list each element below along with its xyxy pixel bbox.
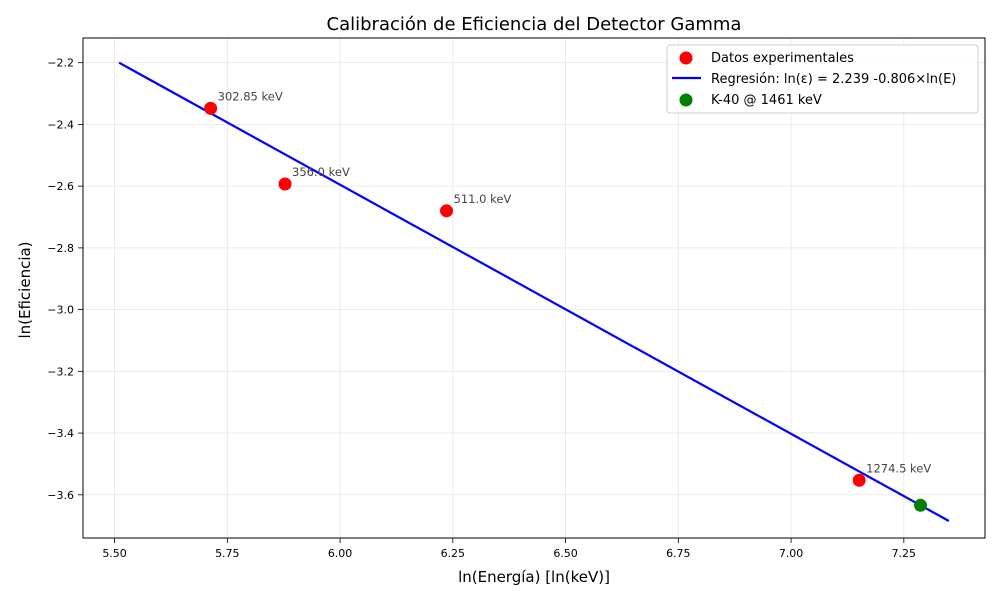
data-point <box>440 204 454 218</box>
annotations-layer: 302.85 keV 356.0 keV 511.0 keV 1274.5 keV <box>218 89 932 475</box>
plot-frame <box>82 37 986 539</box>
y-tick-label: −3.6 <box>47 489 74 502</box>
y-axis-label: ln(Eficiencia) <box>16 241 34 338</box>
legend-label-experimental: Datos experimentales <box>711 51 854 66</box>
y-tick-label: −2.4 <box>47 118 74 131</box>
points-layer <box>204 101 928 512</box>
point-annotation: 1274.5 keV <box>866 461 931 475</box>
ticks-layer: 5.50 5.75 6.00 6.25 6.50 6.75 7.00 7.25 −2.2 −2.4… <box>47 57 916 560</box>
x-tick-label: 7.25 <box>892 547 917 560</box>
legend-marker-experimental <box>679 51 693 65</box>
point-annotation: 356.0 keV <box>292 165 350 179</box>
legend-box <box>666 44 979 114</box>
x-tick-label: 6.00 <box>328 547 353 560</box>
x-tick-label: 5.50 <box>102 547 127 560</box>
data-point <box>278 177 292 191</box>
x-tick-label: 6.75 <box>666 547 691 560</box>
regression-line <box>118 61 950 522</box>
legend-label-k40: K-40 @ 1461 keV <box>711 93 822 108</box>
x-axis-label: ln(Energía) [ln(keV)] <box>458 568 610 586</box>
data-point <box>204 101 218 115</box>
legend: Datos experimentales Regresión: ln(ε) = … <box>666 44 979 114</box>
y-tick-label: −2.8 <box>47 242 74 255</box>
k40-point <box>914 498 928 512</box>
chart-title: Calibración de Eficiencia del Detector G… <box>327 14 742 35</box>
x-tick-label: 6.25 <box>441 547 466 560</box>
data-point <box>852 473 866 487</box>
x-tick-label: 5.75 <box>215 547 240 560</box>
regression-layer <box>118 61 950 522</box>
x-tick-label: 6.50 <box>553 547 578 560</box>
x-tick-label: 7.00 <box>779 547 804 560</box>
y-tick-label: −2.6 <box>47 180 74 193</box>
y-tick-label: −3.2 <box>47 365 74 378</box>
legend-marker-k40 <box>679 93 693 107</box>
y-tick-label: −3.4 <box>47 427 74 440</box>
point-annotation: 302.85 keV <box>218 89 283 103</box>
grid-layer <box>83 38 985 538</box>
point-annotation: 511.0 keV <box>454 192 512 206</box>
y-tick-label: −3.0 <box>47 304 74 317</box>
y-tick-label: −2.2 <box>47 57 74 70</box>
legend-label-regression: Regresión: ln(ε) = 2.239 -0.806×ln(E) <box>711 72 956 87</box>
